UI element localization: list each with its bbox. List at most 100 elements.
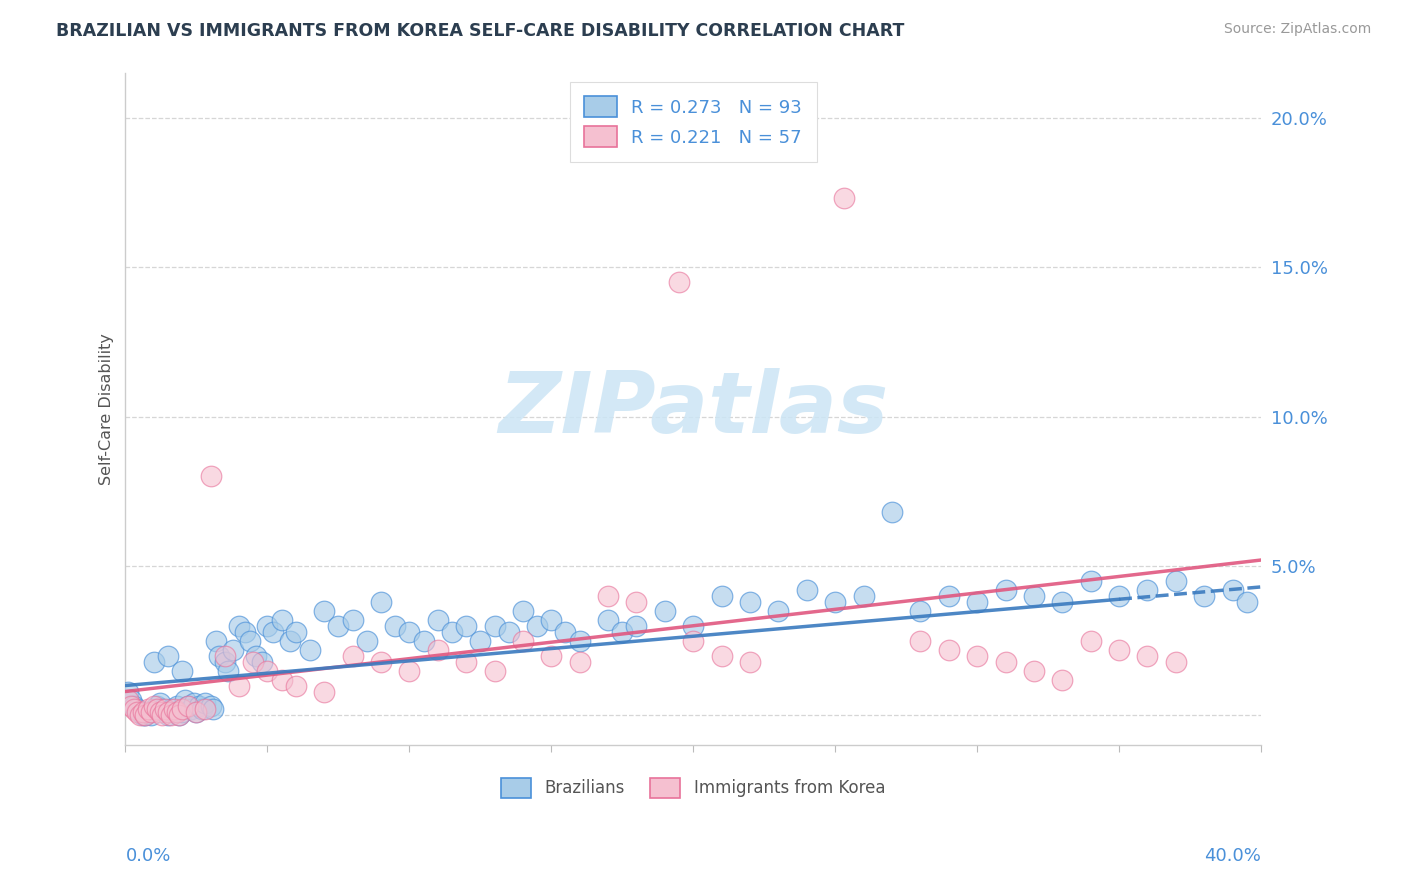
Point	[1136, 648, 1159, 663]
Point	[145, 699, 167, 714]
Point	[1192, 589, 1215, 603]
Point	[262, 624, 284, 639]
Point	[228, 619, 250, 633]
Point	[169, 708, 191, 723]
Point	[136, 702, 159, 716]
Point	[191, 702, 214, 716]
Point	[214, 648, 236, 663]
Point	[512, 633, 534, 648]
Point	[177, 699, 200, 714]
Point	[298, 642, 321, 657]
Point	[157, 708, 180, 723]
Point	[626, 619, 648, 633]
Point	[250, 655, 273, 669]
Point	[128, 708, 150, 723]
Point	[512, 604, 534, 618]
Legend: Brazilians, Immigrants from Korea: Brazilians, Immigrants from Korea	[495, 772, 891, 805]
Point	[117, 693, 139, 707]
Point	[222, 642, 245, 657]
Point	[256, 619, 278, 633]
Point	[412, 633, 434, 648]
Point	[202, 702, 225, 716]
Point	[994, 655, 1017, 669]
Point	[596, 589, 619, 603]
Point	[145, 702, 167, 716]
Point	[172, 664, 194, 678]
Point	[131, 706, 153, 720]
Point	[1108, 589, 1130, 603]
Point	[186, 706, 208, 720]
Point	[122, 699, 145, 714]
Point	[370, 655, 392, 669]
Point	[120, 693, 142, 707]
Point	[626, 595, 648, 609]
Point	[270, 613, 292, 627]
Point	[682, 619, 704, 633]
Point	[122, 702, 145, 716]
Point	[134, 708, 156, 723]
Point	[163, 702, 186, 716]
Point	[169, 708, 191, 723]
Point	[128, 706, 150, 720]
Point	[139, 706, 162, 720]
Point	[470, 633, 492, 648]
Point	[328, 619, 350, 633]
Point	[356, 633, 378, 648]
Point	[596, 613, 619, 627]
Point	[484, 664, 506, 678]
Point	[131, 708, 153, 723]
Point	[157, 706, 180, 720]
Point	[214, 655, 236, 669]
Point	[245, 648, 267, 663]
Point	[155, 706, 177, 720]
Point	[155, 702, 177, 716]
Point	[1022, 589, 1045, 603]
Point	[710, 648, 733, 663]
Point	[160, 708, 183, 723]
Point	[172, 702, 194, 716]
Point	[796, 582, 818, 597]
Point	[1236, 595, 1258, 609]
Point	[183, 697, 205, 711]
Point	[160, 702, 183, 716]
Point	[242, 655, 264, 669]
Point	[134, 708, 156, 723]
Point	[1108, 642, 1130, 657]
Point	[314, 604, 336, 618]
Point	[342, 648, 364, 663]
Point	[384, 619, 406, 633]
Point	[440, 624, 463, 639]
Point	[880, 505, 903, 519]
Point	[125, 706, 148, 720]
Point	[540, 648, 562, 663]
Point	[120, 699, 142, 714]
Point	[994, 582, 1017, 597]
Point	[966, 595, 988, 609]
Point	[1080, 574, 1102, 588]
Point	[208, 648, 231, 663]
Point	[398, 664, 420, 678]
Point	[180, 702, 202, 716]
Point	[148, 697, 170, 711]
Point	[200, 699, 222, 714]
Point	[1080, 633, 1102, 648]
Text: Source: ZipAtlas.com: Source: ZipAtlas.com	[1223, 22, 1371, 37]
Point	[498, 624, 520, 639]
Point	[540, 613, 562, 627]
Text: ZIPatlas: ZIPatlas	[498, 368, 889, 450]
Point	[738, 595, 761, 609]
Point	[1052, 595, 1074, 609]
Point	[426, 642, 449, 657]
Point	[484, 619, 506, 633]
Point	[200, 469, 222, 483]
Point	[150, 708, 173, 723]
Point	[612, 624, 634, 639]
Point	[1164, 655, 1187, 669]
Point	[938, 589, 960, 603]
Point	[1022, 664, 1045, 678]
Point	[554, 624, 576, 639]
Point	[142, 702, 165, 716]
Point	[1136, 582, 1159, 597]
Point	[150, 702, 173, 716]
Point	[824, 595, 846, 609]
